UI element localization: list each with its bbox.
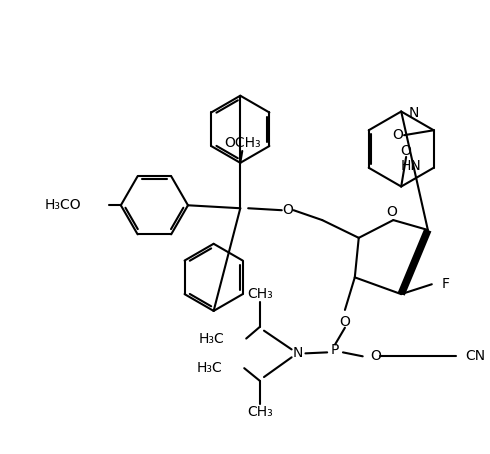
Text: OCH₃: OCH₃: [224, 136, 261, 150]
Text: O: O: [370, 349, 382, 363]
Text: H₃CO: H₃CO: [45, 198, 81, 212]
Text: P: P: [331, 343, 339, 357]
Text: CH₃: CH₃: [247, 405, 273, 419]
Text: O: O: [392, 128, 404, 142]
Text: CN: CN: [466, 349, 486, 363]
Text: H₃C: H₃C: [199, 331, 224, 345]
Text: HN: HN: [401, 159, 422, 173]
Text: H₃C: H₃C: [197, 361, 222, 375]
Text: CH₃: CH₃: [247, 287, 273, 301]
Text: O: O: [386, 205, 397, 219]
Text: O: O: [340, 315, 350, 329]
Text: O: O: [282, 203, 293, 217]
Text: N: N: [409, 107, 419, 120]
Text: N: N: [293, 346, 303, 360]
Text: O: O: [401, 144, 412, 158]
Text: F: F: [441, 277, 450, 291]
